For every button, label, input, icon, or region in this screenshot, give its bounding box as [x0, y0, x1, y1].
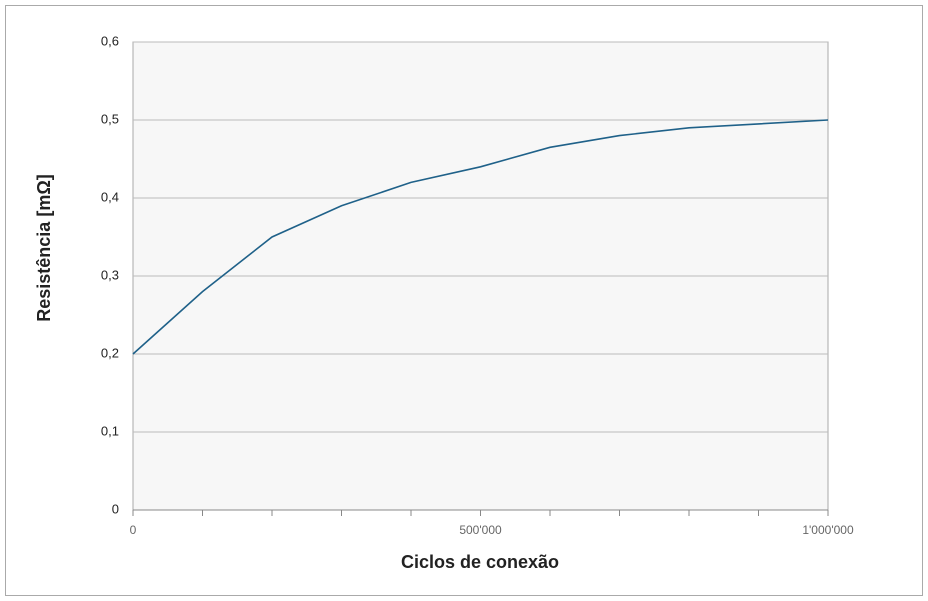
y-tick-label: 0,4	[101, 189, 119, 204]
x-tick-label: 0	[130, 523, 137, 537]
y-tick-label: 0,6	[101, 33, 119, 48]
x-tick-label: 500'000	[459, 523, 502, 537]
data-line	[132, 119, 829, 355]
y-axis-title: Resistência [mΩ]	[34, 174, 54, 321]
y-tick-label: 0	[112, 501, 119, 516]
y-tick-label: 0,2	[101, 345, 119, 360]
y-tick-label: 0,5	[101, 111, 119, 126]
x-axis-title: Ciclos de conexão	[401, 552, 559, 572]
x-tick-label: 1'000'000	[802, 523, 854, 537]
y-tick-label: 0,1	[101, 423, 119, 438]
y-tick-label: 0,3	[101, 267, 119, 282]
